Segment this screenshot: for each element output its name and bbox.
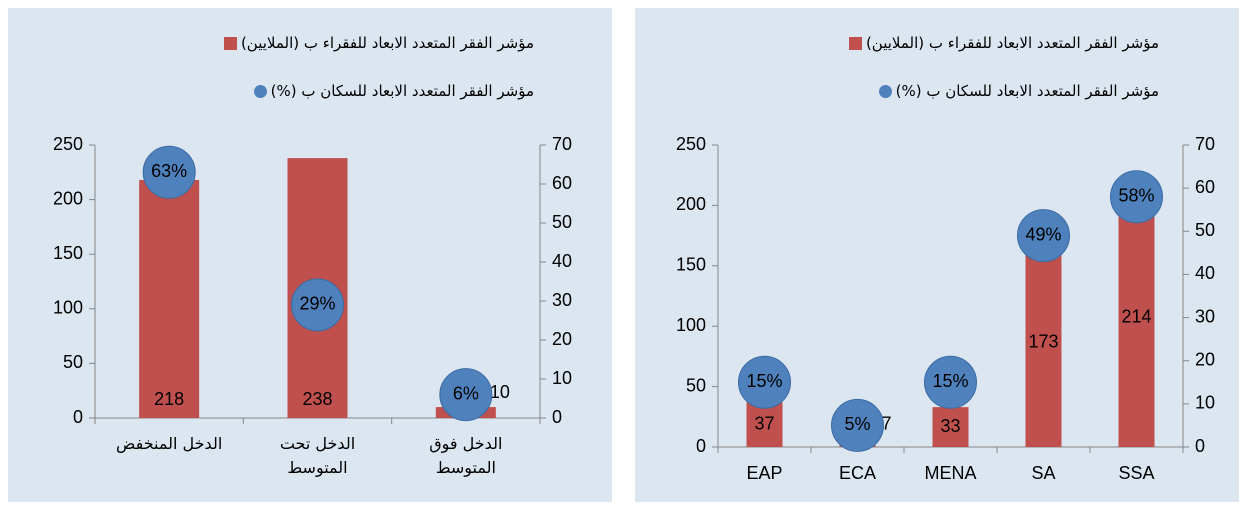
bubble-label: 63% — [151, 161, 187, 181]
chart-panel: 0 50 100 150 200 250 0 10 20 30 40 50 60 70 37 7 33 173 21… — [635, 8, 1239, 502]
bar-label: 214 — [1121, 306, 1151, 326]
legend-marker — [878, 84, 892, 98]
bubble — [291, 278, 344, 332]
bubble — [738, 355, 791, 409]
y-tick-label: 200 — [676, 194, 706, 214]
legend-marker — [223, 36, 237, 50]
y-tick-label: 0 — [73, 407, 83, 427]
y2-tick-label: 30 — [552, 290, 572, 310]
y-tick-label: 100 — [53, 298, 83, 318]
legend-label: مؤشر الفقر المتعدد الابعاد للسكان ب (%) — [895, 82, 1159, 100]
y-tick-label: 50 — [686, 375, 706, 395]
y-tick-label: 150 — [676, 255, 706, 275]
y2-tick-label: 70 — [1195, 134, 1215, 154]
x-tick-label: EAP — [746, 463, 783, 483]
bar-label: 173 — [1028, 331, 1058, 351]
y2-tick-label: 30 — [1195, 306, 1215, 326]
x-tick-label: SA — [1031, 463, 1056, 483]
y2-tick-label: 40 — [1195, 263, 1215, 283]
y-tick-label: 250 — [676, 134, 706, 154]
legend-entry: مؤشر الفقر المتعدد الابعاد للفقراء ب (ال… — [848, 34, 1159, 52]
bubble-label: 15% — [932, 371, 968, 391]
bar-label: 218 — [154, 389, 184, 409]
chart: 0 50 100 150 200 250 0 10 20 30 40 50 60 70 218 238 10 63… — [53, 134, 572, 427]
y2-tick-label: 40 — [552, 251, 572, 271]
chart-panel: 0 50 100 150 200 250 0 10 20 30 40 50 60 70 218 238 10 63… — [8, 8, 612, 502]
bar-label: 238 — [302, 389, 332, 409]
x-tick-label: الدخل تحت المتوسط — [279, 434, 356, 477]
bubble — [1110, 170, 1163, 224]
y-tick-label: 50 — [63, 352, 83, 372]
bar — [139, 179, 200, 418]
y2-tick-label: 10 — [552, 368, 572, 388]
x-tick-label: MENA — [924, 463, 977, 483]
legend-label: مؤشر الفقر المتعدد الابعاد للفقراء ب (ال… — [865, 34, 1159, 52]
y2-tick-label: 50 — [1195, 220, 1215, 240]
y-tick-label: 150 — [53, 243, 83, 263]
bar — [1025, 238, 1062, 447]
x-tick-label: SSA — [1118, 463, 1155, 483]
y-tick-label: 200 — [53, 188, 83, 208]
legend-entry: مؤشر الفقر المتعدد الابعاد للسكان ب (%) — [878, 82, 1159, 100]
legend-entry: مؤشر الفقر المتعدد الابعاد للفقراء ب (ال… — [223, 34, 534, 52]
bubble — [924, 355, 977, 409]
x-tick-label: الدخل فوق المتوسط — [429, 434, 503, 477]
y2-tick-label: 50 — [552, 212, 572, 232]
y2-tick-label: 0 — [1195, 436, 1205, 456]
bar-label: 33 — [940, 416, 960, 436]
bubble-label: 29% — [299, 294, 335, 314]
bubble — [439, 368, 493, 422]
x-tick-label: ECA — [838, 463, 876, 483]
legend-entry: مؤشر الفقر المتعدد الابعاد للسكان ب (%) — [253, 82, 534, 100]
y2-tick-label: 60 — [552, 173, 572, 193]
x-tick-label: الدخل المنخفض — [116, 434, 223, 453]
bar-label: 10 — [490, 382, 510, 402]
bubble — [1017, 209, 1070, 263]
y2-tick-label: 20 — [1195, 349, 1215, 369]
y-tick-label: 100 — [676, 315, 706, 335]
y2-tick-label: 60 — [1195, 177, 1215, 197]
bubble-label: 6% — [453, 383, 479, 403]
legend-label: مؤشر الفقر المتعدد الابعاد للسكان ب (%) — [270, 82, 534, 100]
legend-marker — [848, 36, 862, 50]
bar — [746, 402, 783, 447]
y2-tick-label: 0 — [552, 407, 562, 427]
legend-label: مؤشر الفقر المتعدد الابعاد للفقراء ب (ال… — [240, 34, 534, 52]
bar-label: 37 — [754, 413, 774, 433]
y-tick-label: 0 — [696, 436, 706, 456]
bubble-label: 49% — [1025, 224, 1061, 244]
bubble-label: 15% — [746, 371, 782, 391]
y2-tick-label: 70 — [552, 134, 572, 154]
bubble — [831, 398, 884, 452]
bar — [1118, 188, 1155, 447]
bar-label: 7 — [882, 413, 892, 433]
bar — [932, 407, 969, 447]
bubble-label: 5% — [844, 414, 870, 434]
bubble-label: 58% — [1118, 186, 1154, 206]
y-tick-label: 250 — [53, 134, 83, 154]
bubble — [142, 145, 196, 199]
y2-tick-label: 10 — [1195, 393, 1215, 413]
y2-tick-label: 20 — [552, 329, 572, 349]
legend-marker — [253, 84, 267, 98]
chart: 0 50 100 150 200 250 0 10 20 30 40 50 60 70 37 7 33 173 21… — [676, 134, 1215, 456]
